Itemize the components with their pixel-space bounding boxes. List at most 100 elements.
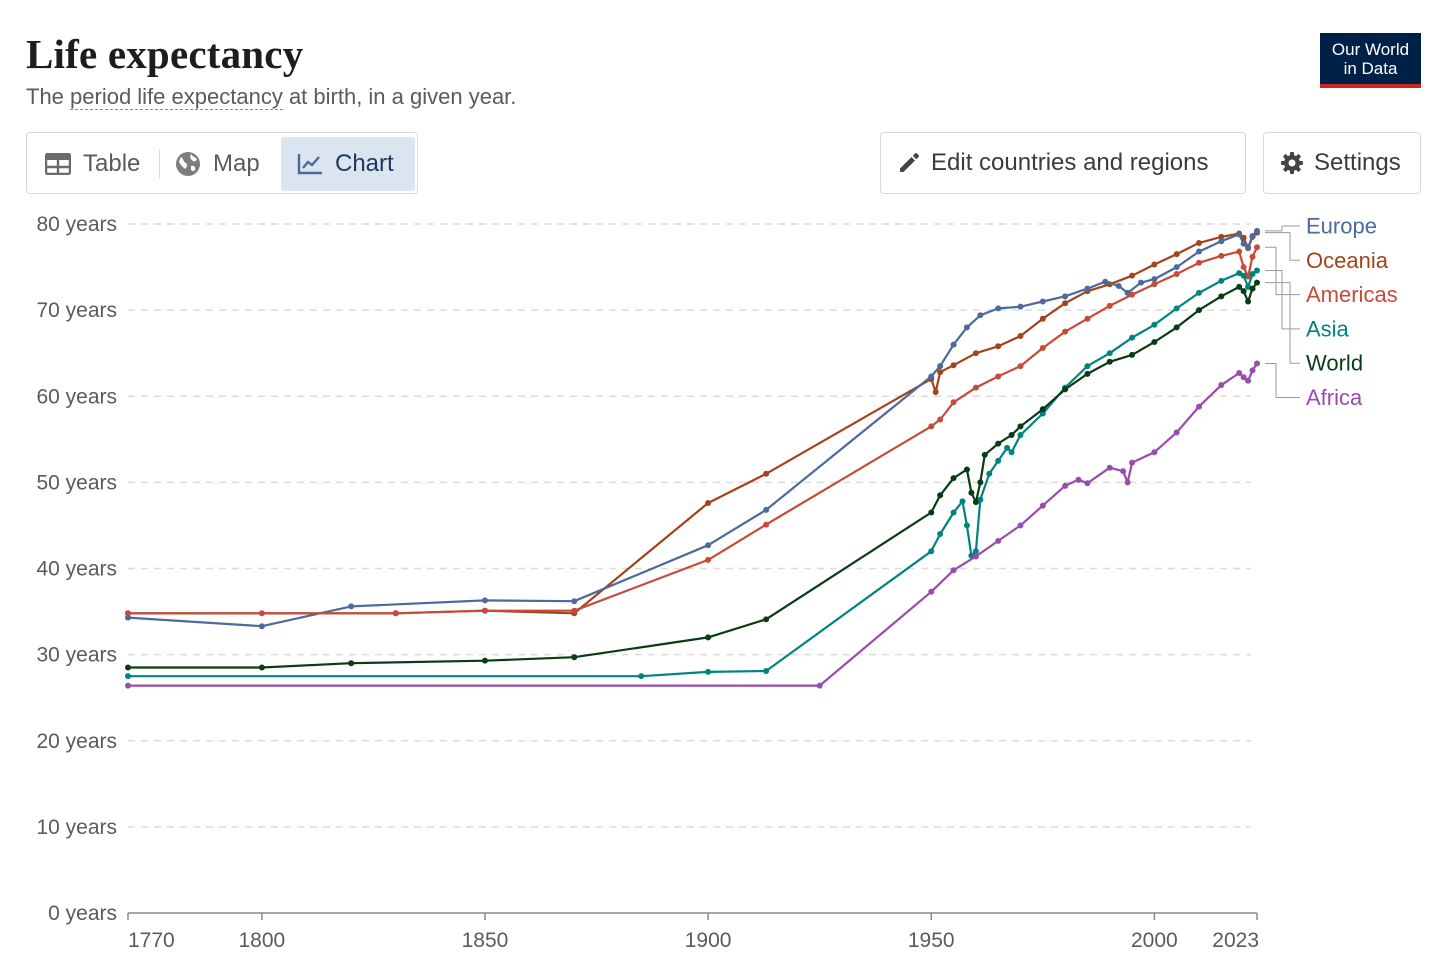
data-point-africa [1106, 464, 1113, 471]
data-point-europe [1115, 283, 1122, 290]
x-tick-label: 1850 [462, 929, 509, 952]
legend-connector [1265, 270, 1300, 330]
data-point-oceania [950, 362, 957, 369]
data-point-europe [1137, 279, 1144, 286]
data-point-europe [928, 373, 935, 380]
data-point-europe [950, 341, 957, 348]
data-point-africa [1017, 522, 1024, 529]
y-tick-label: 30 years [36, 644, 117, 667]
data-point-asia [1195, 289, 1202, 296]
data-point-americas [1173, 270, 1180, 277]
data-point-asia [937, 531, 944, 538]
data-point-americas [481, 607, 488, 614]
data-point-americas [1039, 345, 1046, 352]
data-point-africa [1084, 480, 1091, 487]
data-point-africa [1254, 360, 1260, 367]
data-point-americas [1218, 252, 1225, 259]
tab-table[interactable]: Table [45, 137, 140, 191]
data-point-world [571, 654, 578, 661]
data-point-africa [1124, 479, 1131, 486]
settings-label: Settings [1314, 149, 1401, 176]
data-point-world [981, 451, 988, 458]
data-point-europe [1240, 240, 1247, 247]
data-point-americas [1240, 264, 1247, 271]
data-point-asia [972, 548, 979, 555]
data-point-europe [1102, 278, 1109, 285]
table-icon [45, 153, 71, 175]
data-point-world [1254, 279, 1260, 286]
data-point-europe [963, 324, 970, 331]
data-point-world [1129, 351, 1136, 358]
data-point-americas [1254, 244, 1260, 251]
data-point-europe [1017, 303, 1024, 310]
subtitle-prefix: The [26, 84, 71, 109]
data-point-africa [1236, 369, 1243, 376]
owid-logo[interactable]: Our World in Data [1320, 33, 1421, 88]
data-point-americas [1062, 328, 1069, 335]
data-point-europe [1249, 233, 1256, 240]
pencil-icon [900, 153, 919, 172]
data-point-asia [705, 668, 712, 675]
legend-label-europe: Europe [1306, 214, 1377, 239]
data-point-asia [950, 509, 957, 516]
data-point-europe [258, 623, 265, 630]
data-point-world [1240, 288, 1247, 295]
data-point-world [705, 634, 712, 641]
y-tick-label: 20 years [36, 730, 117, 753]
data-point-asia [1084, 363, 1091, 370]
data-point-world [995, 440, 1002, 447]
data-point-world [977, 479, 984, 486]
tab-chart[interactable]: Chart [281, 137, 415, 191]
settings-button[interactable]: Settings [1263, 132, 1421, 194]
data-point-europe [1173, 264, 1180, 271]
data-point-world [1017, 423, 1024, 430]
data-point-americas [995, 373, 1002, 380]
data-point-africa [950, 567, 957, 574]
gear-icon [1281, 152, 1303, 174]
definition-link[interactable]: period life expectancy [70, 84, 283, 110]
data-point-americas [1245, 273, 1252, 280]
data-point-world [1195, 307, 1202, 314]
data-point-europe [995, 305, 1002, 312]
data-point-europe [705, 542, 712, 549]
data-point-world [937, 492, 944, 499]
data-point-americas [125, 610, 131, 617]
data-point-africa [1249, 367, 1256, 374]
data-point-world [1249, 285, 1256, 292]
data-point-world [1106, 358, 1113, 365]
data-point-africa [1245, 377, 1252, 384]
globe-icon [176, 152, 200, 176]
data-point-oceania [972, 350, 979, 357]
tab-divider [159, 149, 160, 179]
data-point-asia [1173, 305, 1180, 312]
data-point-europe [571, 598, 578, 605]
edit-countries-button[interactable]: Edit countries and regions [880, 132, 1246, 194]
tab-map-label: Map [213, 150, 260, 177]
data-point-africa [1218, 382, 1225, 389]
data-point-americas [1151, 281, 1158, 288]
data-point-asia [959, 498, 966, 505]
series-line-world [128, 281, 1258, 669]
data-point-africa [1240, 374, 1247, 381]
tab-map[interactable]: Map [175, 137, 260, 191]
x-tick-label: 2000 [1131, 929, 1178, 952]
data-point-europe [977, 312, 984, 319]
data-point-africa [816, 682, 823, 689]
y-tick-label: 60 years [36, 385, 117, 408]
data-point-asia [1129, 334, 1136, 341]
chart-subtitle: The period life expectancy at birth, in … [26, 84, 516, 110]
data-point-world [1084, 370, 1091, 377]
line-chart-icon [297, 154, 322, 175]
data-point-americas [1084, 315, 1091, 322]
data-point-world [125, 664, 131, 671]
data-point-oceania [705, 500, 712, 507]
legend-label-africa: Africa [1306, 385, 1363, 410]
data-point-world [1151, 338, 1158, 345]
data-point-americas [571, 607, 578, 614]
logo-line-1: Our World [1331, 40, 1410, 59]
data-point-americas [1017, 363, 1024, 370]
x-tick-label: 2023 [1212, 929, 1259, 952]
data-point-africa [928, 588, 935, 595]
data-point-asia [1218, 277, 1225, 284]
data-point-europe [125, 614, 131, 621]
